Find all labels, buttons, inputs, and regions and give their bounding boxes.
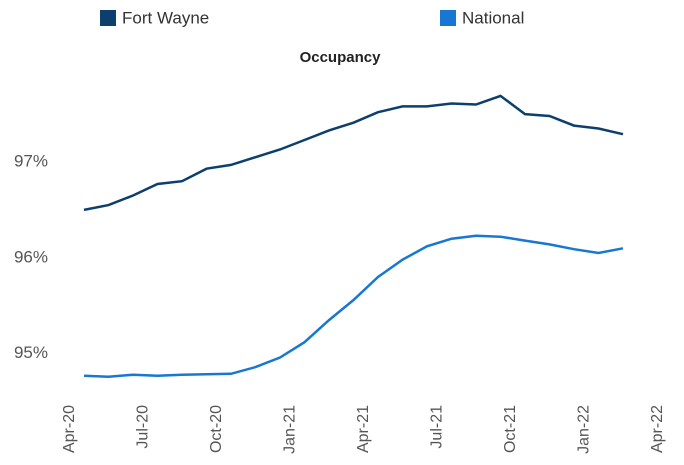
- y-tick-label: 96%: [14, 247, 48, 266]
- x-tick-label: Apr-20: [61, 405, 78, 453]
- legend-swatch: [100, 10, 116, 26]
- chart-title: Occupancy: [300, 49, 382, 66]
- y-tick-label: 97%: [14, 151, 48, 170]
- x-tick-label: Jul-20: [135, 405, 152, 449]
- x-tick-label: Jan-22: [576, 405, 593, 454]
- line: [83, 94, 624, 212]
- x-tick-label: Jan-21: [282, 405, 299, 454]
- x-tick-label: Oct-21: [502, 405, 519, 453]
- y-tick-label: 95%: [14, 343, 48, 362]
- legend-swatch: [440, 10, 456, 26]
- legend-label: Fort Wayne: [122, 8, 209, 27]
- x-tick-label: Apr-21: [355, 405, 372, 453]
- x-tick-label: Jul-21: [429, 405, 446, 449]
- x-tick-label: Oct-20: [208, 405, 225, 453]
- legend-label: National: [462, 8, 524, 27]
- x-tick-label: Apr-22: [649, 405, 666, 453]
- line: [83, 234, 624, 378]
